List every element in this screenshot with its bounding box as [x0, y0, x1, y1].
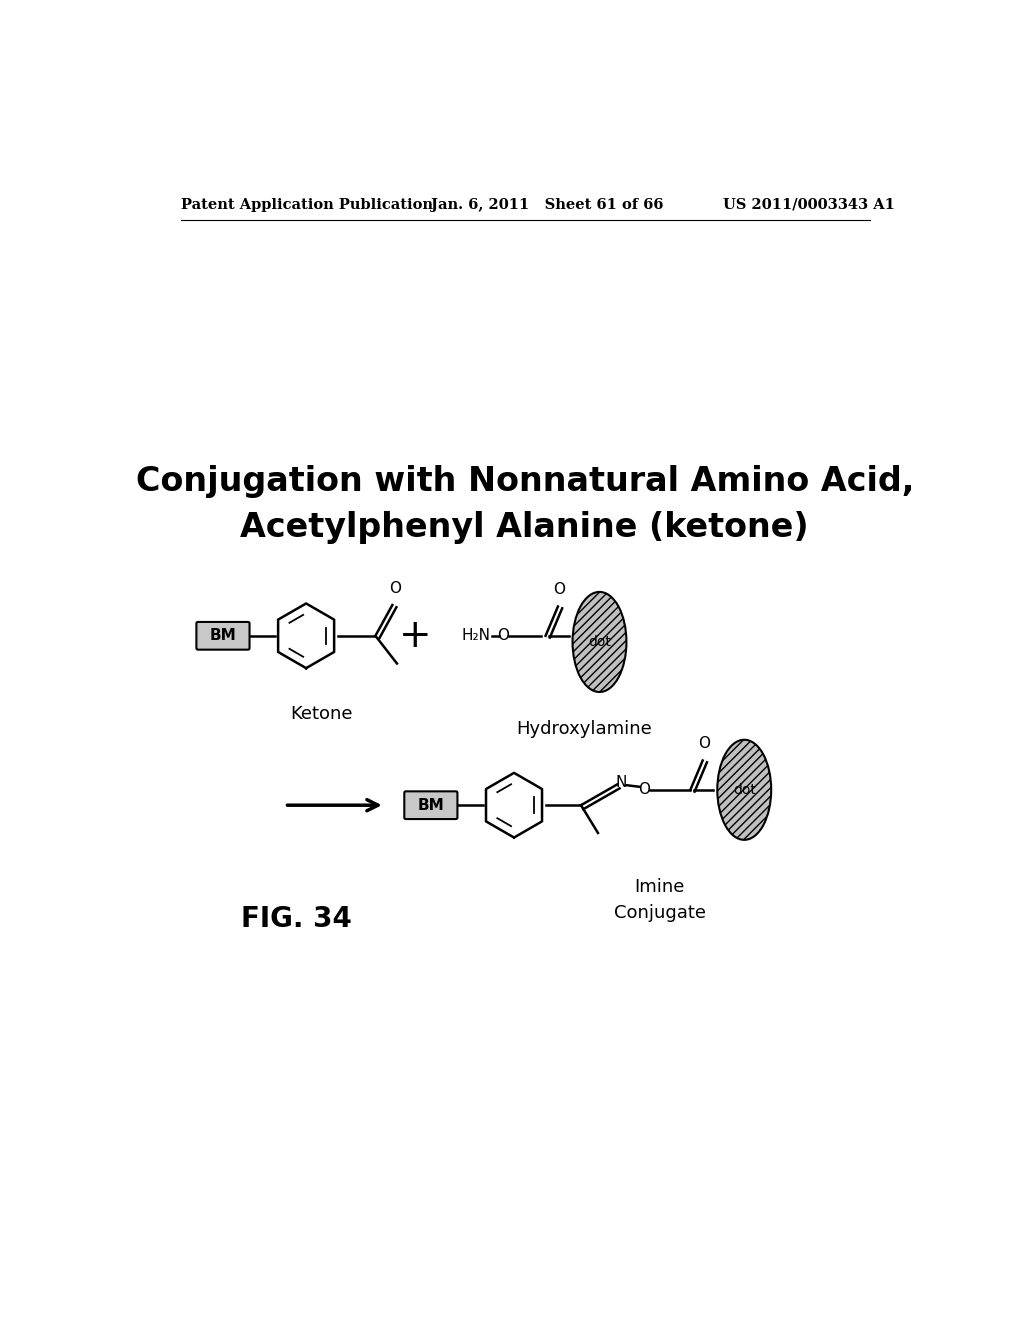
Text: Hydroxylamine: Hydroxylamine — [516, 721, 652, 738]
Text: O: O — [389, 581, 401, 595]
Text: N: N — [615, 775, 627, 789]
Text: dot: dot — [733, 783, 756, 797]
Text: H₂N: H₂N — [462, 628, 490, 643]
Text: BM: BM — [418, 797, 444, 813]
Text: +: + — [399, 616, 432, 655]
Text: Imine: Imine — [634, 878, 685, 896]
Text: US 2011/0003343 A1: US 2011/0003343 A1 — [724, 198, 895, 211]
Ellipse shape — [572, 591, 627, 692]
Text: Ketone: Ketone — [290, 705, 353, 723]
Text: Patent Application Publication: Patent Application Publication — [180, 198, 432, 211]
Text: O: O — [498, 628, 509, 643]
Text: O: O — [698, 737, 711, 751]
Text: Jan. 6, 2011   Sheet 61 of 66: Jan. 6, 2011 Sheet 61 of 66 — [431, 198, 664, 211]
Text: Conjugation with Nonnatural Amino Acid,: Conjugation with Nonnatural Amino Acid, — [135, 466, 914, 499]
FancyBboxPatch shape — [197, 622, 250, 649]
Text: dot: dot — [588, 635, 611, 649]
Text: BM: BM — [210, 628, 237, 643]
Text: O: O — [553, 582, 565, 597]
Text: Conjugate: Conjugate — [613, 904, 706, 921]
FancyBboxPatch shape — [404, 792, 458, 818]
Text: Acetylphenyl Alanine (ketone): Acetylphenyl Alanine (ketone) — [241, 511, 809, 544]
Ellipse shape — [717, 739, 771, 840]
Text: O: O — [638, 783, 650, 797]
Text: FIG. 34: FIG. 34 — [241, 906, 351, 933]
